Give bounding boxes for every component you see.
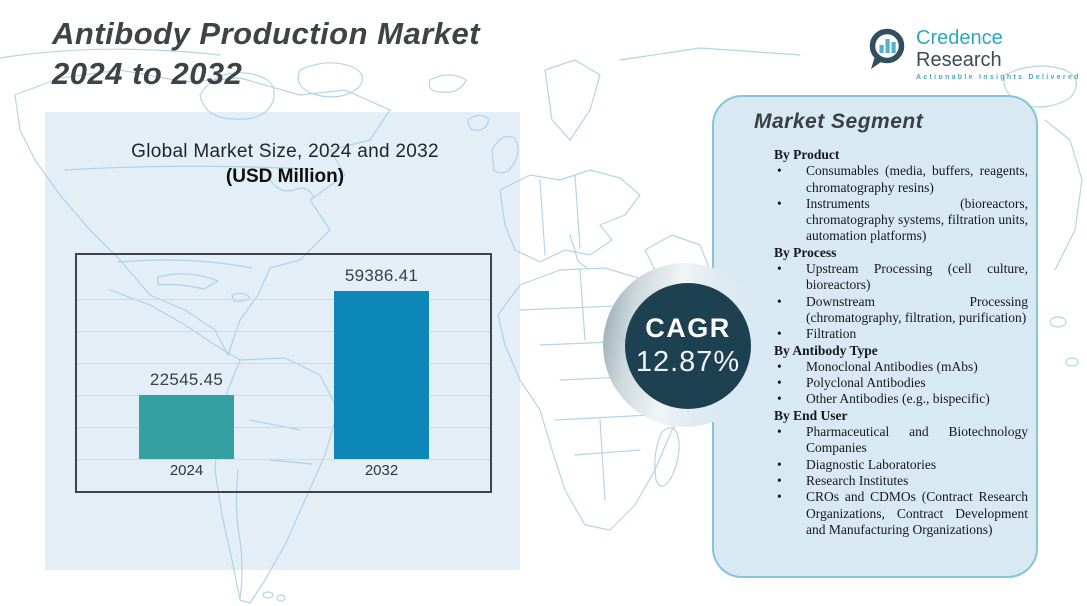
segment-item: Pharmaceutical and Biotechnology Compani… [774, 424, 1028, 457]
gridline [77, 331, 490, 332]
page-title-line2: 2024 to 2032 [52, 56, 243, 91]
gridline [77, 459, 490, 460]
logo-brand: Credence Research [916, 27, 1087, 71]
credence-research-logo: Credence Research Actionable Insights De… [866, 27, 1087, 81]
logo-bar-chart-icon [866, 27, 908, 76]
cagr-label: CAGR [645, 313, 731, 343]
x-tick-label: 2024 [169, 462, 204, 479]
bar-group-2032: 59386.41 [334, 266, 429, 459]
segment-item: Filtration [774, 326, 1028, 343]
chart-heading: Global Market Size, 2024 and 2032 [131, 141, 439, 162]
cagr-badge: CAGR 12.87% [625, 283, 751, 409]
bar-value-label: 59386.41 [344, 266, 419, 285]
segment-item: Instruments (bioreactors, chromatography… [774, 196, 1028, 245]
bar-2032 [334, 291, 429, 459]
bar-group-2024: 22545.45 [139, 370, 234, 459]
cagr-value: 12.87% [635, 346, 741, 378]
segment-group-heading: By Process [774, 244, 837, 260]
segment-item: Consumables (media, buffers, reagents, c… [774, 163, 1028, 196]
segment-item: Polyclonal Antibodies [774, 375, 1028, 392]
market-segment-list: By ProductConsumables (media, buffers, r… [774, 147, 1028, 538]
logo-brand-secondary: Research [916, 49, 1002, 71]
x-tick-label: 2032 [364, 462, 399, 479]
segment-item: CROs and CDMOs (Contract Research Organi… [774, 489, 1028, 538]
page-title: Antibody Production Market 2024 to 2032 [52, 14, 480, 94]
chart-subheading: (USD Million) [225, 166, 345, 187]
segment-group-heading: By Antibody Type [774, 342, 878, 358]
bar-value-label: 22545.45 [149, 370, 224, 389]
market-segment-title: Market Segment [754, 110, 924, 133]
gridline [77, 299, 490, 300]
segment-item: Research Institutes [774, 473, 1028, 490]
gridline [77, 427, 490, 428]
segment-group-heading: By End User [774, 407, 848, 423]
segment-group-heading: By Product [774, 147, 840, 162]
bar-chart: 22545.45 2024 59386.41 2032 [75, 253, 492, 493]
logo-tagline: Actionable Insights Delivered [916, 74, 1081, 81]
gridline [77, 395, 490, 396]
logo-text: Credence Research Actionable Insights De… [916, 27, 1087, 81]
segment-item: Diagnostic Laboratories [774, 457, 1028, 474]
bar-2024 [139, 395, 234, 459]
segment-item: Monoclonal Antibodies (mAbs) [774, 359, 1028, 376]
gridline [77, 363, 490, 364]
segment-item: Upstream Processing (cell culture, biore… [774, 261, 1028, 294]
segment-item: Downstream Processing (chromatography, f… [774, 294, 1028, 327]
segment-item: Other Antibodies (e.g., bispecific) [774, 391, 1028, 408]
logo-brand-primary: Credence [916, 27, 1003, 49]
page-title-line1: Antibody Production Market [52, 16, 481, 51]
